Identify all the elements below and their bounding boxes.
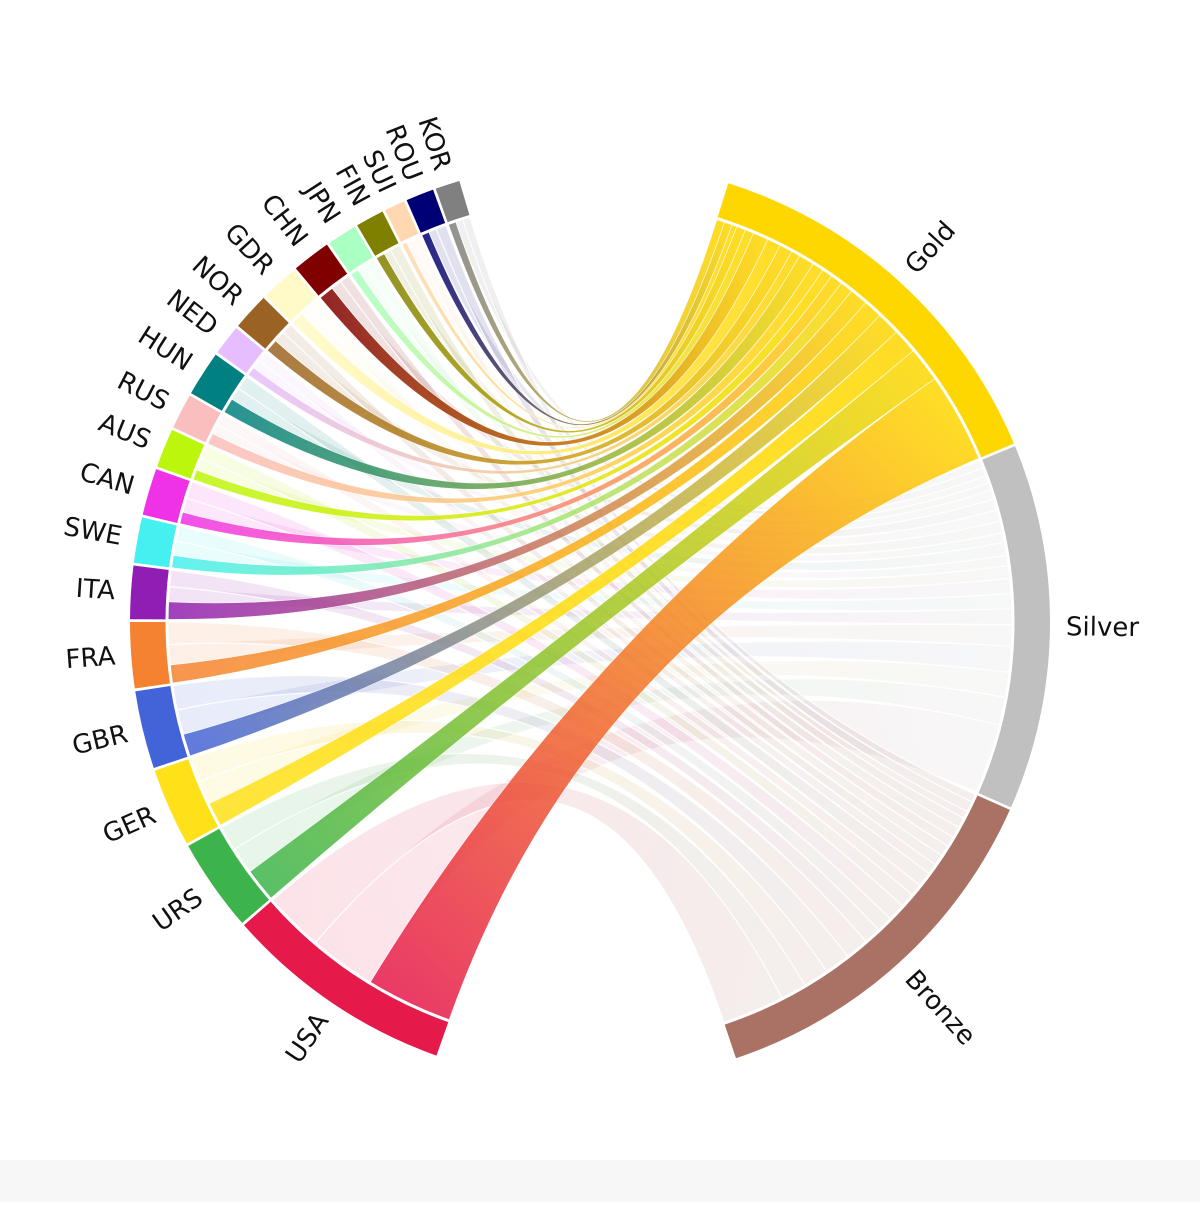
arc-ger-edge — [188, 758, 221, 827]
footer-band — [0, 1160, 1200, 1202]
arc-gold-edge — [716, 217, 982, 459]
arc-urs[interactable] — [188, 828, 270, 924]
label-aus: AUS — [94, 408, 155, 456]
arc-rus[interactable] — [173, 395, 221, 443]
label-silver: Silver — [1066, 612, 1140, 643]
arc-fin[interactable] — [357, 211, 399, 257]
label-ita: ITA — [75, 574, 116, 606]
arc-nor-edge — [265, 322, 291, 351]
label-rus: RUS — [112, 366, 173, 417]
arc-ita[interactable] — [130, 565, 170, 620]
arc-ger[interactable] — [154, 759, 219, 844]
arc-sui-edge — [400, 233, 420, 245]
arc-hun[interactable] — [190, 354, 246, 412]
label-ger: GER — [99, 801, 161, 851]
arc-usa[interactable] — [244, 901, 449, 1056]
arc-bronze[interactable] — [724, 795, 1010, 1059]
arc-can[interactable] — [142, 469, 191, 524]
arc-fra-edge — [165, 622, 173, 684]
arc-jpn[interactable] — [329, 226, 374, 273]
label-hun: HUN — [132, 321, 197, 378]
arc-chn-edge — [318, 273, 349, 298]
arc-layer — [130, 180, 1050, 1059]
arc-fin-edge — [375, 243, 400, 259]
arc-sui[interactable] — [385, 201, 419, 243]
label-urs: URS — [148, 883, 209, 938]
label-swe: SWE — [61, 512, 124, 552]
label-bronze: Bronze — [899, 965, 982, 1052]
arc-ned[interactable] — [217, 327, 264, 374]
arc-jpn-edge — [349, 257, 375, 275]
arc-aus[interactable] — [157, 429, 205, 479]
arc-usa-edge — [270, 899, 450, 1023]
ribbon-layer — [166, 215, 1014, 1024]
arc-can-edge — [177, 480, 193, 524]
arc-kor[interactable] — [435, 180, 470, 223]
arc-rou[interactable] — [406, 189, 446, 234]
arc-kor-edge — [447, 214, 471, 225]
arc-gbr-edge — [170, 685, 191, 757]
arc-swe[interactable] — [133, 517, 178, 568]
arc-gbr[interactable] — [135, 685, 188, 769]
arc-ita-edge — [165, 569, 172, 620]
arc-fra[interactable] — [130, 622, 171, 689]
arc-bronze-edge — [723, 794, 978, 1025]
label-usa: USA — [280, 1007, 335, 1069]
arc-aus-edge — [190, 444, 208, 480]
label-can: CAN — [76, 457, 138, 501]
arc-swe-edge — [169, 525, 180, 568]
arc-rus-edge — [205, 413, 224, 444]
arc-gdr-edge — [290, 297, 319, 324]
label-fra: FRA — [65, 642, 117, 676]
arc-ned-edge — [246, 350, 266, 375]
label-gbr: GBR — [69, 719, 131, 761]
arc-rou-edge — [420, 222, 447, 236]
arc-hun-edge — [221, 375, 248, 413]
label-gold: Gold — [899, 216, 961, 280]
arc-urs-edge — [219, 827, 272, 900]
arc-gold[interactable] — [717, 183, 1014, 458]
arc-silver-edge — [975, 459, 1015, 794]
